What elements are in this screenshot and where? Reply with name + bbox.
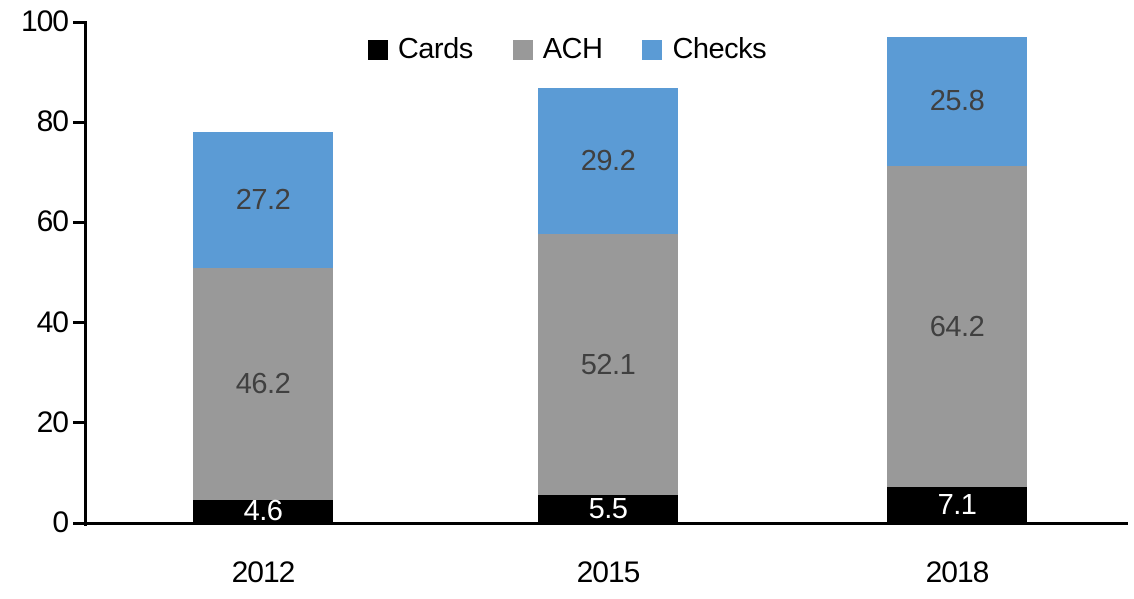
legend-swatch-cards-icon [367, 39, 388, 60]
legend-label-ach: ACH [542, 33, 603, 65]
data-label-ach-2012: 46.2 [235, 368, 291, 400]
data-label-checks-2012: 27.2 [235, 184, 291, 216]
x-axis [84, 522, 1128, 525]
bar-segment-ach-2012 [193, 268, 333, 500]
legend-item-cards: Cards [367, 33, 473, 66]
legend-label-cards: Cards [397, 33, 473, 65]
y-tick-label: 100 [20, 5, 69, 38]
chart-legend: Cards ACH Checks [0, 33, 1134, 66]
bar-segment-checks-2018 [887, 36, 1027, 166]
y-tick-label: 40 [36, 306, 69, 339]
data-label-cards-2015: 5.5 [588, 493, 628, 525]
y-tick-label: 80 [36, 105, 69, 138]
bar-segment-cards-2018 [887, 487, 1027, 523]
bar-segment-checks-2015 [538, 88, 678, 235]
data-label-ach-2015: 52.1 [580, 349, 636, 381]
y-tick-mark [73, 21, 85, 24]
x-tick-label-2012: 2012 [231, 556, 296, 589]
legend-item-checks: Checks [642, 33, 767, 66]
legend-swatch-checks-icon [642, 39, 663, 60]
data-label-checks-2015: 29.2 [580, 145, 636, 177]
x-tick-label-2018: 2018 [925, 556, 990, 589]
bar-segment-ach-2015 [538, 234, 678, 496]
y-tick-mark [73, 421, 85, 424]
y-tick-label: 0 [52, 506, 69, 539]
data-label-checks-2018: 25.8 [929, 85, 985, 117]
y-tick-label: 60 [36, 205, 69, 238]
data-label-cards-2012: 4.6 [243, 495, 283, 527]
y-tick-mark [73, 121, 85, 124]
data-label-cards-2018: 7.1 [937, 489, 977, 521]
y-tick-label: 20 [36, 406, 69, 439]
y-tick-mark [73, 321, 85, 324]
legend-label-checks: Checks [672, 33, 767, 65]
y-axis [84, 21, 87, 526]
x-tick-label-2015: 2015 [576, 556, 641, 589]
y-tick-mark [73, 522, 85, 525]
legend-item-ach: ACH [512, 33, 603, 66]
y-tick-mark [73, 221, 85, 224]
legend-swatch-ach-icon [512, 39, 533, 60]
bar-segment-cards-2012 [193, 499, 333, 523]
bar-segment-ach-2018 [887, 165, 1027, 488]
bar-segment-checks-2012 [193, 132, 333, 269]
bar-segment-cards-2015 [538, 495, 678, 523]
data-label-ach-2018: 64.2 [929, 311, 985, 343]
